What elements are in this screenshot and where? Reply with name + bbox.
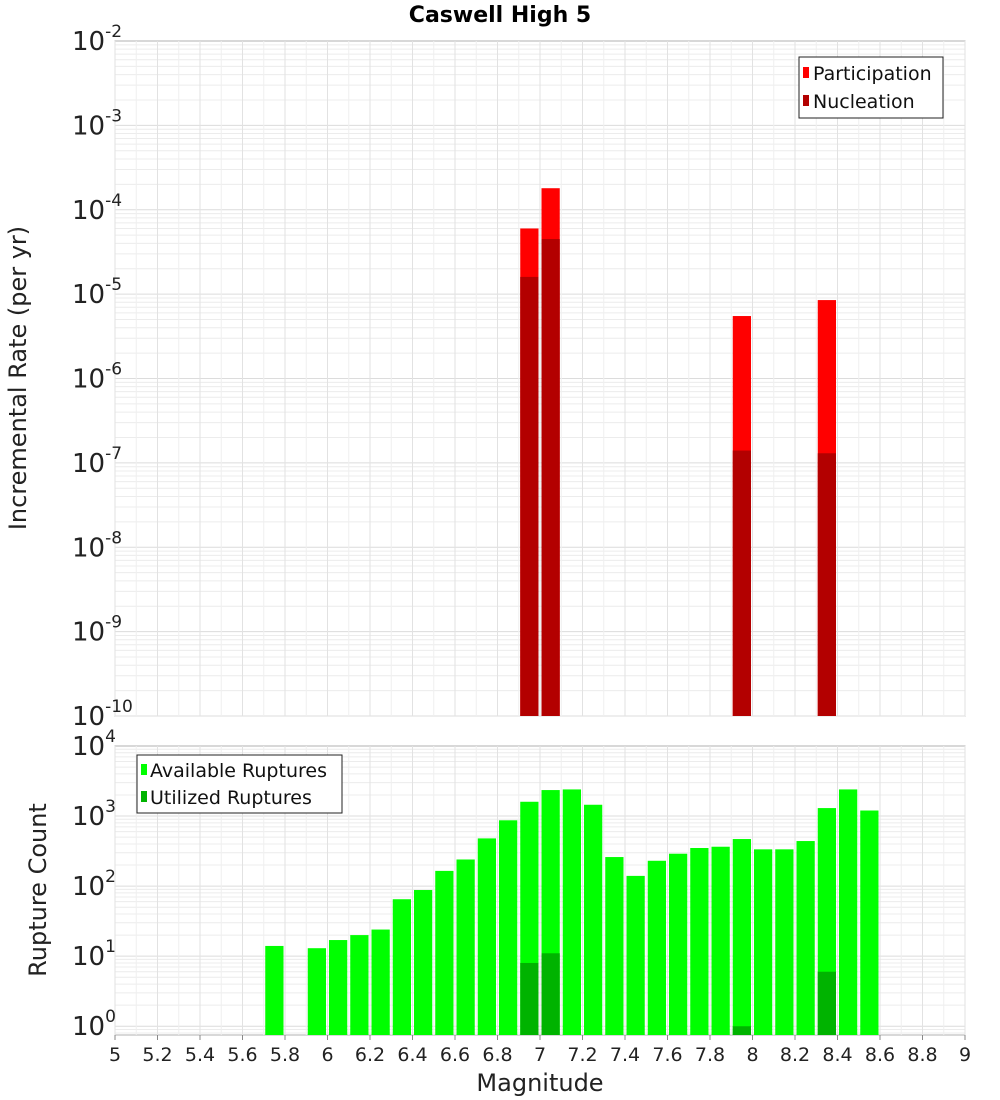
x-tick-label: 5.8 [270, 1044, 300, 1066]
bar-available-ruptures [584, 804, 603, 1035]
top-y-tick-label: 10-6 [72, 360, 122, 395]
legend-label-participation: Participation [813, 63, 932, 85]
legend-label-nucleation: Nucleation [813, 91, 915, 113]
top-y-tick-label: 10-8 [72, 528, 122, 563]
bar-available-ruptures [307, 948, 326, 1035]
legend-label-utilized-ruptures: Utilized Ruptures [150, 787, 312, 809]
bar-available-ruptures [647, 860, 666, 1035]
bar-available-ruptures [711, 846, 730, 1035]
x-tick-label: 7.4 [610, 1044, 640, 1066]
bar-available-ruptures [860, 810, 879, 1035]
bar-utilized-ruptures [732, 1026, 751, 1035]
bottom-y-axis-label: Rupture Count [24, 803, 52, 977]
bar-available-ruptures [499, 820, 518, 1035]
bar-nucleation [520, 276, 539, 716]
x-tick-label: 8.8 [907, 1044, 937, 1066]
bar-nucleation [817, 453, 836, 716]
x-tick-label: 7.6 [652, 1044, 682, 1066]
x-tick-label: 5.6 [227, 1044, 257, 1066]
bottom-y-ticks: 100 101 102 103 104 [72, 727, 116, 1042]
bar-available-ruptures [690, 848, 709, 1035]
chart-title: Caswell High 5 [409, 3, 591, 28]
top-y-ticks: 10-10 10-9 10-8 10-7 10-6 10-5 10-4 10-3 10-2 [72, 22, 133, 732]
x-tick-label: 7.8 [695, 1044, 725, 1066]
bar-available-ruptures [456, 859, 475, 1035]
x-ticks: 5 5.2 5.4 5.6 5.8 6 6.2 6.4 6.6 6.8 7 7.2 7.4 7.6 7.8 8… [109, 1035, 971, 1066]
bar-available-ruptures [775, 849, 794, 1035]
x-tick-label: 7.2 [567, 1044, 597, 1066]
bottom-y-tick-label: 103 [72, 797, 116, 832]
bar-available-ruptures [796, 841, 815, 1035]
bar-utilized-ruptures [541, 953, 560, 1035]
bar-available-ruptures [732, 839, 751, 1035]
x-tick-label: 7 [534, 1044, 546, 1066]
top-bars [520, 188, 836, 717]
bottom-legend: Available Ruptures Utilized Ruptures [136, 754, 343, 814]
top-y-tick-label: 10-5 [72, 275, 122, 310]
top-y-tick-label: 10-10 [72, 697, 133, 732]
bar-available-ruptures [392, 899, 411, 1035]
bottom-bars [265, 789, 879, 1035]
legend-swatch-nucleation [803, 95, 809, 106]
x-tick-label: 9 [959, 1044, 971, 1066]
bar-nucleation [732, 450, 751, 716]
top-legend: Participation Nucleation [798, 56, 944, 119]
bar-available-ruptures [669, 853, 688, 1035]
top-y-tick-label: 10-3 [72, 106, 122, 141]
x-tick-label: 8.2 [780, 1044, 810, 1066]
x-tick-label: 6 [321, 1044, 333, 1066]
x-tick-label: 6.8 [482, 1044, 512, 1066]
bar-available-ruptures [754, 849, 773, 1035]
bottom-y-tick-label: 102 [72, 867, 116, 902]
x-tick-label: 6.4 [397, 1044, 427, 1066]
top-y-tick-label: 10-9 [72, 613, 122, 648]
x-tick-label: 8 [746, 1044, 758, 1066]
bar-available-ruptures [477, 838, 496, 1035]
bottom-y-tick-label: 104 [72, 727, 116, 762]
bar-available-ruptures [350, 935, 369, 1035]
bar-available-ruptures [605, 857, 624, 1035]
bar-nucleation [541, 239, 560, 716]
bar-available-ruptures [435, 870, 454, 1035]
bar-available-ruptures [265, 945, 284, 1035]
bar-available-ruptures [371, 929, 390, 1035]
x-axis-label: Magnitude [476, 1069, 603, 1097]
top-grid [114, 41, 966, 717]
bar-available-ruptures [562, 789, 581, 1035]
bottom-y-tick-label: 100 [72, 1007, 116, 1042]
legend-swatch-available-ruptures [141, 764, 147, 775]
bar-available-ruptures [626, 875, 645, 1035]
x-tick-label: 8.6 [865, 1044, 895, 1066]
x-tick-label: 6.6 [440, 1044, 470, 1066]
top-y-tick-label: 10-7 [72, 444, 122, 479]
bar-utilized-ruptures [817, 971, 836, 1035]
top-y-axis-label: Incremental Rate (per yr) [4, 226, 32, 530]
legend-swatch-utilized-ruptures [141, 791, 147, 802]
legend-swatch-participation [803, 67, 809, 78]
bar-available-ruptures [414, 890, 433, 1035]
bar-utilized-ruptures [520, 962, 539, 1035]
top-y-tick-label: 10-4 [72, 191, 122, 226]
bar-available-ruptures [839, 789, 858, 1035]
bottom-y-tick-label: 101 [72, 937, 116, 972]
x-tick-label: 5.2 [142, 1044, 172, 1066]
x-tick-label: 5.4 [185, 1044, 215, 1066]
x-tick-label: 5 [109, 1044, 121, 1066]
legend-label-available-ruptures: Available Ruptures [150, 760, 327, 782]
top-y-tick-label: 10-2 [72, 22, 122, 57]
x-tick-label: 8.4 [822, 1044, 852, 1066]
bar-available-ruptures [329, 940, 348, 1035]
x-tick-label: 6.2 [355, 1044, 385, 1066]
